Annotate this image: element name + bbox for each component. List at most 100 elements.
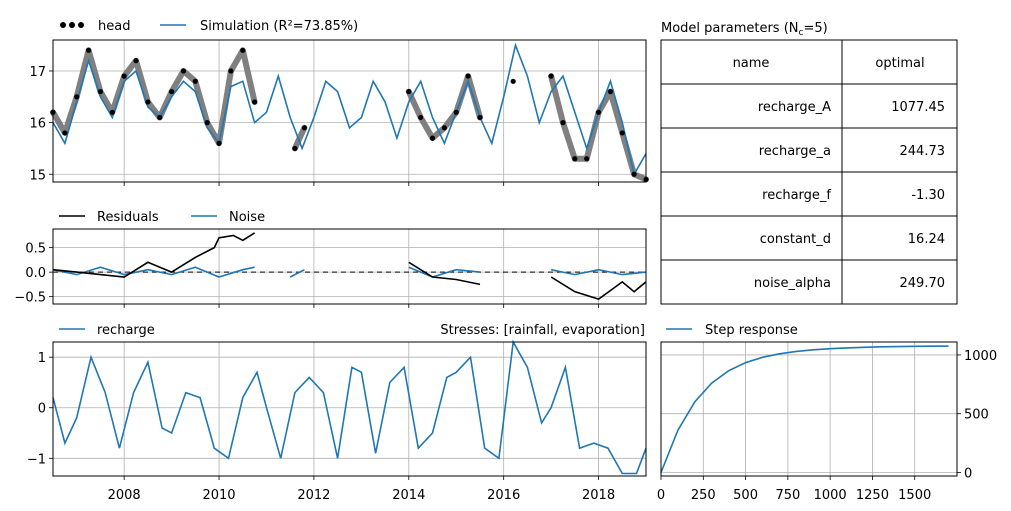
head-point — [228, 68, 234, 74]
y-tick-label: 1 — [38, 351, 46, 366]
x-tick-label: 2008 — [108, 488, 141, 503]
head-point — [133, 58, 139, 64]
axes-layer — [49, 39, 961, 480]
y-tick-label: −1 — [27, 452, 46, 467]
x-tick-label: 750 — [775, 488, 800, 503]
head-point — [180, 68, 187, 74]
legend-head-marker — [78, 22, 84, 28]
y-tick-label: 0 — [964, 466, 972, 481]
x-tick-label: 250 — [691, 488, 716, 503]
legend-recharge-label: recharge — [97, 323, 155, 338]
head-point — [510, 78, 516, 84]
stresses-label: Stresses: [rainfall, evaporation] — [440, 323, 645, 338]
parameter-name-cell: constant_d — [760, 232, 831, 247]
head-point — [465, 73, 471, 79]
head-point — [292, 145, 298, 152]
parameter-name-cell: noise_alpha — [754, 276, 831, 291]
head-point — [406, 89, 412, 95]
head-point — [240, 47, 246, 53]
grid-layer — [53, 40, 957, 476]
y-tick-label: 0 — [38, 402, 46, 417]
parameter-value-cell: 1077.45 — [891, 100, 945, 115]
head-point — [169, 89, 175, 95]
head-point — [619, 130, 625, 136]
step-legend: Step response — [666, 323, 798, 338]
residual-axes-frame — [52, 228, 647, 305]
recharge-axes-frame — [52, 341, 647, 477]
legend-residuals-label: Residuals — [97, 210, 159, 225]
parameter-value-cell: 16.24 — [908, 232, 945, 247]
x-tick-label: 0 — [657, 488, 665, 503]
head-point — [607, 89, 614, 95]
head-point — [429, 135, 436, 141]
recharge-line — [52, 339, 647, 475]
y-tick-label: −0.5 — [14, 291, 46, 306]
legend-head-marker — [60, 22, 66, 28]
legend-head-label: head — [98, 19, 130, 34]
parameter-value-cell: 249.70 — [900, 276, 946, 291]
head-axes-frame — [52, 39, 647, 183]
head-point — [109, 109, 115, 115]
x-tick-label: 2012 — [297, 488, 330, 503]
y-tick-label: 500 — [964, 408, 989, 423]
head-point — [477, 114, 483, 121]
y-tick-label: 17 — [29, 65, 46, 80]
head-point — [453, 109, 459, 115]
parameters-title: Model parameters (Nc=5) — [661, 21, 828, 38]
x-tick-label: 1250 — [856, 488, 889, 503]
head-point — [441, 125, 447, 131]
head-legend: head Simulation (R²=73.85%) — [60, 19, 358, 34]
y-tick-label: 1000 — [964, 349, 997, 364]
simulation-line — [52, 42, 647, 177]
head-uncertainty-band — [50, 47, 649, 183]
parameters-header-optimal: optimal — [875, 56, 924, 71]
parameter-name-cell: recharge_f — [762, 188, 831, 203]
head-point — [252, 99, 258, 105]
head-point — [301, 125, 308, 131]
parameter-value-cell: -1.30 — [911, 188, 945, 203]
x-tick-label: 2016 — [487, 488, 520, 503]
head-point — [192, 78, 198, 84]
residuals-line — [52, 232, 647, 300]
head-point — [560, 120, 566, 126]
head-point — [157, 114, 163, 121]
head-point — [584, 156, 590, 162]
legend-step-label: Step response — [705, 323, 798, 338]
parameters-table: Model parameters (Nc=5) name optimal rec… — [660, 21, 958, 305]
y-tick-label: 0.5 — [25, 242, 46, 257]
head-point — [548, 73, 554, 79]
recharge-legend: recharge Stresses: [rainfall, evaporatio… — [59, 323, 645, 338]
parameter-value-cell: 244.73 — [900, 144, 946, 159]
y-tick-label: 16 — [29, 117, 46, 132]
text-layer: 15 16 17 0.5 0.0 −0.5 1 0 −1 2008 2010 2012 2014 2016… — [14, 65, 997, 503]
x-tick-label: 1000 — [814, 488, 847, 503]
head-point — [216, 140, 222, 146]
head-point — [97, 89, 104, 95]
legend-head-marker — [69, 22, 75, 28]
head-point — [418, 114, 424, 121]
legend-noise-label: Noise — [229, 210, 265, 225]
head-point — [204, 120, 210, 126]
data-layer — [50, 42, 949, 475]
step-axes-frame — [660, 341, 958, 477]
head-point — [595, 109, 602, 115]
head-point — [121, 73, 127, 79]
parameter-name-cell: recharge_a — [759, 144, 831, 159]
y-tick-label: 0.0 — [25, 266, 46, 281]
head-point — [74, 94, 80, 100]
parameter-name-cell: recharge_A — [758, 100, 831, 115]
noise-line — [52, 266, 647, 278]
x-tick-label: 2010 — [202, 488, 235, 503]
head-point — [62, 130, 68, 136]
parameters-header-name: name — [733, 56, 770, 71]
residual-legend: Residuals Noise — [59, 210, 265, 225]
x-tick-label: 2018 — [582, 488, 615, 503]
legend-simulation-label: Simulation (R²=73.85%) — [200, 19, 358, 34]
x-tick-label: 2014 — [392, 488, 425, 503]
y-tick-label: 15 — [29, 168, 46, 183]
step-response-line — [660, 345, 949, 473]
head-point — [85, 47, 92, 53]
x-tick-label: 1500 — [898, 488, 931, 503]
